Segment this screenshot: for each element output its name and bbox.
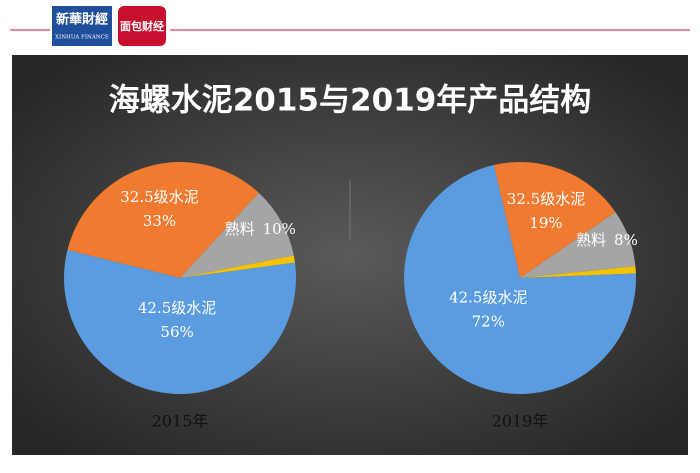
slice-label: 熟料 10% <box>225 220 296 238</box>
category-label: 42.5级水泥 <box>449 288 527 306</box>
logo-subtext: XINHUA FINANCE <box>55 35 109 41</box>
logo-text: 新華財經 <box>56 12 108 28</box>
category-label: 32.5级水泥 <box>120 188 198 206</box>
logo-box <box>118 6 166 46</box>
chart-title: 海螺水泥2015与2019年产品结构 <box>109 83 592 119</box>
logo-box <box>52 6 112 46</box>
pie-slice <box>520 212 636 278</box>
category-label: 42.5级水泥 <box>138 299 216 317</box>
pie-slice <box>63 249 296 395</box>
pie-slice <box>520 266 636 278</box>
pie-slice <box>493 162 616 278</box>
value-label: 56% <box>160 323 193 341</box>
pie-slice <box>67 162 259 278</box>
category-label: 熟料 <box>576 231 606 249</box>
pie-slice <box>180 192 294 278</box>
value-label: 72% <box>472 312 505 330</box>
value-label: 8% <box>614 231 638 249</box>
value-label: 19% <box>529 214 562 232</box>
category-label: 32.5级水泥 <box>507 190 585 208</box>
pie-label: 2019年 <box>492 412 549 431</box>
slice-label: 熟料 8% <box>576 231 638 249</box>
category-label: 熟料 <box>225 220 255 238</box>
pie-slice <box>403 164 636 394</box>
value-label: 33% <box>143 212 176 230</box>
pie-label: 2015年 <box>152 412 209 431</box>
logo-text: 面包财经 <box>120 19 164 33</box>
pie-slice <box>180 255 295 278</box>
value-label: 10% <box>263 220 296 238</box>
